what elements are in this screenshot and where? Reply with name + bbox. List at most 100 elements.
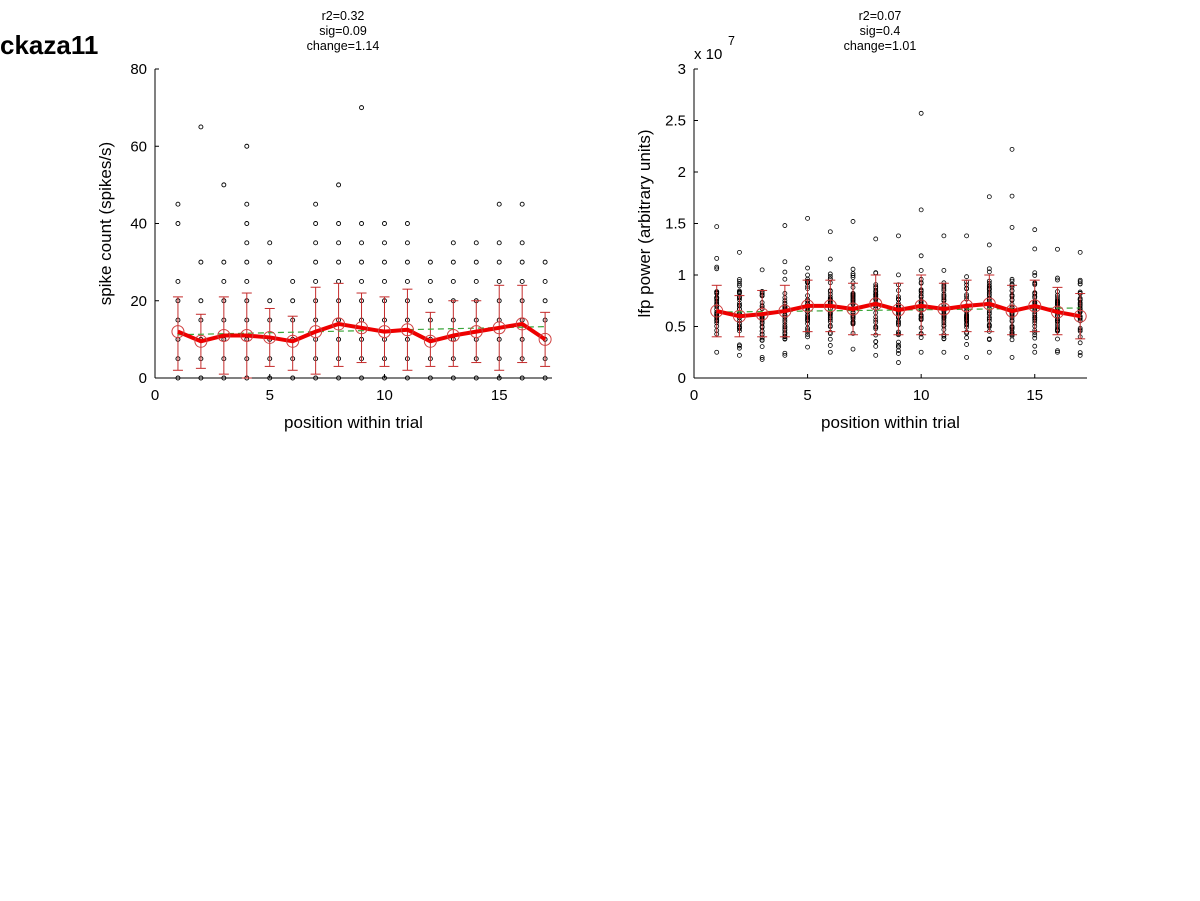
data-point (964, 335, 970, 341)
data-point (427, 375, 433, 381)
data-point (473, 278, 479, 284)
stat-line: sig=0.4 (860, 24, 901, 38)
data-point (737, 277, 742, 282)
data-point (382, 240, 387, 246)
data-point (382, 375, 387, 381)
data-point (1055, 348, 1060, 354)
x-tick-label: 0 (151, 387, 159, 404)
data-point (496, 240, 502, 246)
data-point (759, 344, 765, 349)
data-point (450, 240, 456, 246)
data-point (175, 278, 181, 284)
data-point (336, 221, 342, 226)
data-point (450, 375, 456, 381)
data-point (986, 269, 992, 275)
data-point (1032, 335, 1038, 341)
data-point (714, 266, 720, 272)
data-point (382, 259, 387, 265)
data-point (1009, 146, 1015, 152)
data-point (896, 342, 901, 348)
data-point (805, 265, 810, 271)
data-point (244, 259, 250, 265)
figure-title: ckaza11 (0, 30, 99, 60)
mean-marker (400, 323, 414, 337)
data-point (827, 256, 833, 262)
data-point (964, 354, 970, 360)
data-point (873, 339, 879, 344)
data-point (873, 236, 879, 242)
data-point (964, 233, 970, 239)
data-point (896, 351, 901, 356)
x-tick-label: 15 (1026, 387, 1043, 404)
data-point (1032, 332, 1038, 338)
x-tick-label: 5 (803, 387, 811, 404)
mean-marker (1005, 304, 1019, 318)
data-point (827, 271, 833, 277)
stat-line: r2=0.07 (859, 9, 902, 23)
data-point (519, 259, 525, 265)
data-point (290, 375, 296, 381)
data-point (918, 349, 924, 355)
data-point (221, 259, 227, 265)
data-point (244, 201, 250, 207)
data-point (1055, 349, 1060, 355)
data-point (918, 110, 924, 116)
data-point (782, 259, 788, 265)
data-point (1032, 272, 1038, 278)
y-tick-label: 20 (130, 293, 147, 310)
data-point (850, 266, 856, 272)
mean-marker (240, 329, 254, 343)
mean-marker (846, 302, 860, 316)
y-axis-label: spike count (spikes/s) (96, 142, 115, 305)
data-point (496, 201, 502, 207)
exponent-power: 7 (728, 34, 735, 48)
data-point (496, 375, 502, 381)
stat-line: change=1.01 (844, 39, 917, 53)
data-point (313, 259, 319, 265)
data-point (244, 278, 250, 284)
data-point (267, 240, 273, 246)
data-point (782, 350, 788, 356)
mean-marker (263, 330, 277, 344)
data-point (850, 346, 856, 352)
data-point (175, 201, 181, 207)
data-point (519, 278, 525, 284)
mean-marker (937, 302, 951, 316)
data-point (737, 249, 742, 255)
stat-line: r2=0.32 (322, 9, 365, 23)
data-point (827, 229, 833, 235)
mean-marker (710, 304, 724, 318)
x-tick-label: 0 (690, 387, 698, 404)
data-point (896, 272, 901, 278)
data-point (986, 336, 992, 342)
y-tick-label: 0 (139, 370, 147, 387)
data-point (714, 264, 720, 270)
data-point (805, 272, 810, 278)
data-point (986, 266, 992, 272)
data-point (918, 335, 924, 340)
mean-marker (194, 334, 208, 348)
mean-marker (492, 321, 506, 335)
x-tick-label: 10 (376, 387, 393, 404)
data-point (313, 221, 319, 226)
data-point (198, 124, 204, 130)
mean-marker (801, 299, 815, 313)
data-point (805, 332, 810, 337)
x-axis-label: position within trial (284, 413, 423, 432)
data-point (873, 352, 879, 358)
mean-marker (423, 334, 437, 348)
y-tick-label: 0 (678, 370, 686, 387)
y-tick-label: 1 (678, 267, 686, 284)
data-point (519, 375, 525, 381)
data-point (1032, 349, 1038, 355)
data-point (290, 298, 296, 304)
data-point (1032, 246, 1038, 252)
data-point (359, 105, 364, 111)
data-point (1032, 343, 1038, 349)
data-point (244, 221, 250, 226)
data-point (782, 223, 788, 228)
data-point (827, 349, 833, 355)
data-point (850, 219, 856, 224)
mean-line (716, 301, 1081, 319)
